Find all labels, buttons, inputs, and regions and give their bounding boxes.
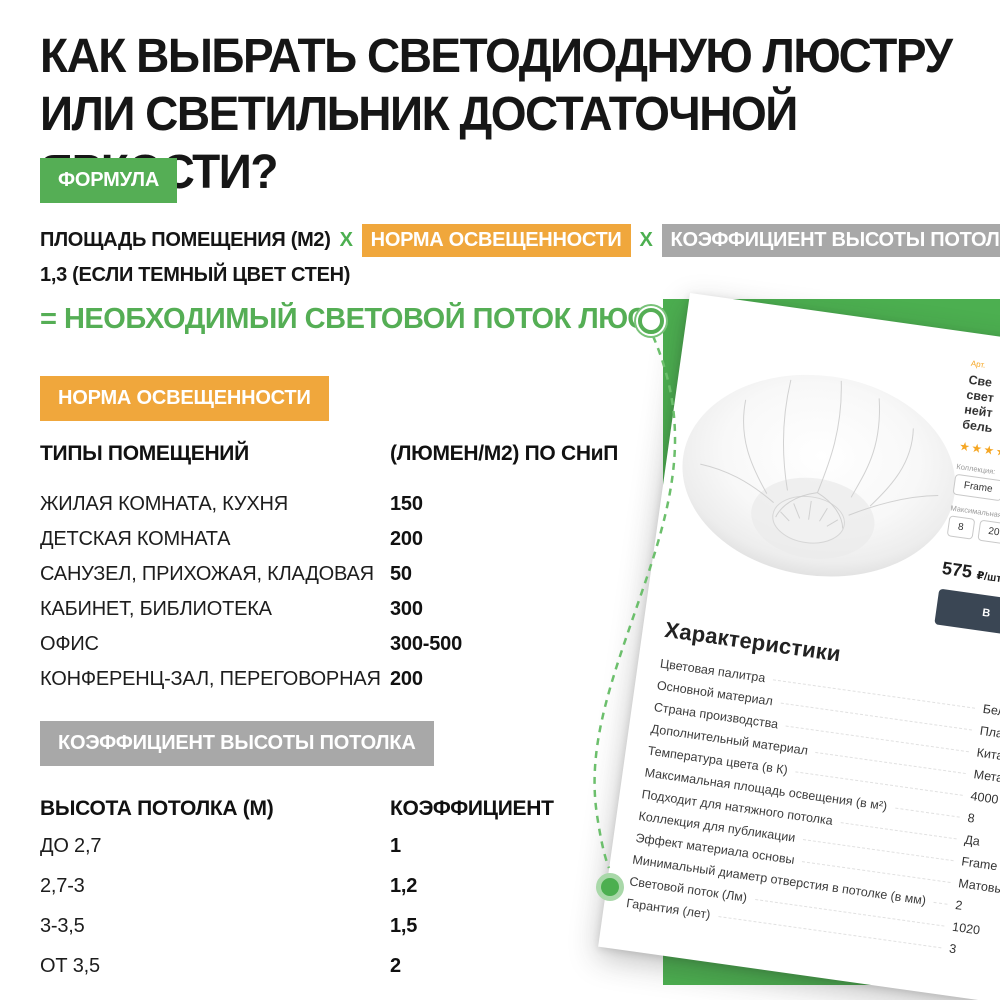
table-row: КАБИНЕТ, БИБЛИОТЕКА 300 — [40, 592, 640, 627]
lumen-value: 150 — [390, 493, 423, 515]
norm-col2-header: (ЛЮМЕН/М2) ПО СНиП — [390, 442, 619, 465]
spec-value: Пластик — [978, 723, 1000, 745]
ceiling-height: ДО 2,7 — [40, 835, 102, 857]
formula-part-norm: НОРМА ОСВЕЩЕННОСТИ — [361, 224, 631, 257]
specs-section: Характеристики Цветовая палитра Белый Осн… — [624, 617, 1000, 973]
table-row: 2,7-3 1,2 — [40, 866, 640, 906]
room-type: КОНФЕРЕНЦ-ЗАЛ, ПЕРЕГОВОРНАЯ — [40, 668, 381, 690]
collection-chip[interactable]: Frame — [952, 473, 1000, 502]
coef-badge: КОЭФФИЦИЕНТ ВЫСОТЫ ПОТОЛКА — [40, 721, 434, 766]
spec-value: Китай — [975, 745, 1000, 765]
formula-badge: ФОРМУЛА — [40, 158, 178, 203]
formula-part-area: ПЛОЩАДЬ ПОМЕЩЕНИЯ (М2) — [40, 229, 331, 251]
room-type: САНУЗЕЛ, ПРИХОЖАЯ, КЛАДОВАЯ — [40, 563, 374, 585]
buy-button-label: В — [981, 606, 992, 620]
size-chip[interactable]: 20 — [976, 519, 1000, 545]
room-type: ОФИС — [40, 633, 99, 655]
table-row: КОНФЕРЕНЦ-ЗАЛ, ПЕРЕГОВОРНАЯ 200 — [40, 662, 640, 697]
leader-line — [933, 901, 948, 905]
table-row: САНУЗЕЛ, ПРИХОЖАЯ, КЛАДОВАЯ 50 — [40, 557, 640, 592]
lumen-value: 300-500 — [390, 633, 462, 655]
spec-value: Frame — [960, 854, 999, 874]
room-type: ЖИЛАЯ КОМНАТА, КУХНЯ — [40, 493, 288, 515]
product-card: Арт. Све свет нейт бель ★★★★★ Коллекция:… — [598, 293, 1000, 1000]
lumen-value: 300 — [390, 598, 423, 620]
price-value: 575 — [940, 557, 974, 582]
formula-multiply-2: X — [639, 229, 653, 251]
room-type: КАБИНЕТ, БИБЛИОТЕКА — [40, 598, 272, 620]
table-row: ДЕТСКАЯ КОМНАТА 200 — [40, 522, 640, 557]
coef-table: ДО 2,7 1 2,7-3 1,2 3-3,5 1,5 ОТ 3,5 2 — [40, 826, 640, 986]
table-row: 3-3,5 1,5 — [40, 906, 640, 946]
leader-line — [894, 807, 960, 818]
coef-col2-header: КОЭФФИЦИЕНТ — [390, 797, 554, 820]
page-title-line2: ИЛИ СВЕТИЛЬНИК ДОСТАТОЧНОЙ ЯРКОСТИ? — [40, 86, 798, 198]
formula-multiply-1: X — [339, 229, 353, 251]
lumen-value: 200 — [390, 668, 423, 690]
spec-value: Белый — [982, 701, 1000, 722]
norm-col1-header: ТИПЫ ПОМЕЩЕНИЙ — [40, 442, 249, 465]
norm-table: ЖИЛАЯ КОМНАТА, КУХНЯ 150 ДЕТСКАЯ КОМНАТА… — [40, 487, 640, 697]
price-unit: ₽/шт — [975, 569, 1000, 586]
coef-value: 2 — [390, 955, 401, 977]
spec-value: 8 — [966, 810, 976, 826]
coef-value: 1,2 — [390, 875, 418, 897]
ceiling-height: ОТ 3,5 — [40, 955, 100, 977]
size-chip[interactable]: 8 — [946, 515, 975, 540]
table-row: ОТ 3,5 2 — [40, 946, 640, 986]
lumen-value: 200 — [390, 528, 423, 550]
formula-result-marker-icon — [638, 308, 664, 334]
page-title-line1: КАК ВЫБРАТЬ СВЕТОДИОДНУЮ ЛЮСТРУ — [40, 28, 953, 83]
table-row: ОФИС 300-500 — [40, 627, 640, 662]
spec-value: Да — [963, 832, 981, 849]
table-row: ДО 2,7 1 — [40, 826, 640, 866]
formula-dark-walls: 1,3 (ЕСЛИ ТЕМНЫЙ ЦВЕТ СТЕН) — [40, 264, 351, 286]
table-row: ЖИЛАЯ КОМНАТА, КУХНЯ 150 — [40, 487, 640, 522]
room-type: ДЕТСКАЯ КОМНАТА — [40, 528, 231, 550]
norm-table-header: ТИПЫ ПОМЕЩЕНИЙ (ЛЮМЕН/М2) ПО СНиП — [40, 442, 640, 472]
ceiling-lamp-image — [682, 374, 956, 577]
ceiling-height: 2,7-3 — [40, 875, 85, 897]
coef-value: 1,5 — [390, 915, 418, 937]
buy-button[interactable]: В — [934, 588, 1000, 649]
coef-col1-header: ВЫСОТА ПОТОЛКА (М) — [40, 797, 274, 820]
lumen-marker-icon — [596, 873, 624, 901]
lumen-value: 50 — [390, 563, 412, 585]
coef-value: 1 — [390, 835, 401, 857]
formula-result: = НЕОБХОДИМЫЙ СВЕТОВОЙ ПОТОК ЛЮСТРЫ — [40, 303, 711, 335]
coef-table-header: ВЫСОТА ПОТОЛКА (М) КОЭФФИЦИЕНТ — [40, 797, 640, 827]
norm-badge: НОРМА ОСВЕЩЕННОСТИ — [40, 376, 329, 421]
spec-value: 4000 — [969, 789, 1000, 807]
formula-part-coef: КОЭФФИЦИЕНТ ВЫСОТЫ ПОТОЛКА — [661, 224, 1000, 257]
spec-value: Металл — [972, 767, 1000, 788]
page-title: КАК ВЫБРАТЬ СВЕТОДИОДНУЮ ЛЮСТРУ ИЛИ СВЕТ… — [40, 26, 1000, 201]
formula-line: ПЛОЩАДЬ ПОМЕЩЕНИЯ (М2) X НОРМА ОСВЕЩЕННО… — [40, 224, 1000, 257]
ceiling-height: 3-3,5 — [40, 915, 85, 937]
